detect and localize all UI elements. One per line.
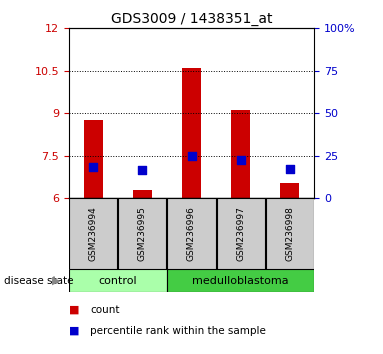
Bar [167, 269, 314, 292]
Point [237, 157, 244, 163]
Text: control: control [99, 275, 137, 286]
Text: count: count [90, 305, 119, 315]
Bar [167, 198, 216, 269]
Text: GSM236995: GSM236995 [138, 206, 147, 261]
Bar [69, 198, 118, 269]
Bar [231, 110, 250, 198]
Point [90, 164, 97, 170]
Bar [280, 183, 300, 198]
Text: ■: ■ [69, 305, 79, 315]
Point [139, 167, 146, 173]
Text: medulloblastoma: medulloblastoma [192, 275, 289, 286]
Text: ▶: ▶ [52, 275, 60, 286]
Point [286, 166, 293, 171]
Title: GDS3009 / 1438351_at: GDS3009 / 1438351_at [111, 12, 272, 26]
Text: ■: ■ [69, 326, 79, 336]
Text: GSM236994: GSM236994 [89, 206, 98, 261]
Text: GSM236996: GSM236996 [187, 206, 196, 261]
Bar [133, 190, 152, 198]
Bar [118, 198, 167, 269]
Bar [216, 198, 265, 269]
Text: GSM236998: GSM236998 [285, 206, 294, 261]
Text: percentile rank within the sample: percentile rank within the sample [90, 326, 266, 336]
Bar [83, 120, 103, 198]
Bar [69, 269, 167, 292]
Bar [182, 68, 201, 198]
Text: disease state: disease state [4, 275, 73, 286]
Text: GSM236997: GSM236997 [236, 206, 245, 261]
Point [188, 153, 195, 159]
Bar [265, 198, 314, 269]
